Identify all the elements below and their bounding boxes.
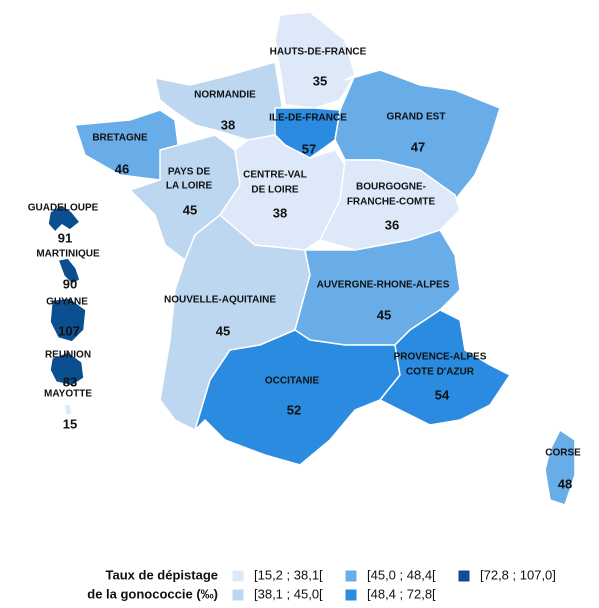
region-name: AUVERGNE-RHONE-ALPES (317, 280, 450, 291)
legend-swatch (344, 588, 358, 602)
legend-label: [72,8 ; 107,0] (480, 567, 556, 582)
region-name: BRETAGNE (92, 133, 148, 144)
legend-label: [45,0 ; 48,4[ (367, 567, 436, 582)
region-value: 38 (221, 117, 235, 132)
region-value: 54 (435, 387, 450, 402)
region-value: 38 (273, 205, 287, 220)
region-value: 46 (115, 161, 129, 176)
legend-swatch (231, 588, 245, 602)
region-value: 90 (63, 276, 77, 291)
region-name: DE LOIRE (251, 185, 299, 196)
region-value: 15 (63, 416, 77, 431)
region-value: 35 (313, 73, 327, 88)
legend-swatch (344, 569, 358, 583)
region-name: OCCITANIE (265, 376, 320, 387)
legend-label: [48,4 ; 72,8[ (367, 586, 436, 601)
legend-label: [15,2 ; 38,1[ (254, 567, 323, 582)
region (49, 351, 85, 387)
region-value: 45 (183, 202, 197, 217)
region (56, 257, 81, 285)
region (47, 204, 82, 234)
legend-label: [38,1 ; 45,0[ (254, 586, 323, 601)
region-name: NOUVELLE-AQUITAINE (164, 295, 276, 306)
region-value: 45 (216, 323, 230, 338)
region (274, 11, 356, 109)
region (544, 428, 576, 506)
region-name: LA LOIRE (166, 181, 213, 192)
region-name: HAUTS-DE-FRANCE (270, 47, 367, 58)
region-value: 47 (411, 139, 425, 154)
legend-title: de la gonococcie (‰) (87, 586, 218, 601)
region-value: 91 (58, 230, 72, 245)
region-value: 107 (58, 323, 80, 338)
region (194, 329, 401, 466)
region (378, 309, 512, 426)
region-name: ILE-DE-FRANCE (269, 113, 347, 124)
legend-swatch (457, 569, 471, 583)
legend-title: Taux de dépistage (106, 567, 218, 582)
region-name: BOURGOGNE- (356, 182, 426, 193)
region-name: MARTINIQUE (36, 249, 100, 260)
region-name: REUNION (45, 350, 91, 361)
region-value: 52 (287, 402, 301, 417)
region-name: CORSE (545, 448, 581, 459)
region-value: 45 (377, 307, 391, 322)
region-name: PROVENCE-ALPES (394, 352, 487, 363)
region-name: PAYS DE (168, 167, 211, 178)
region-name: GRAND EST (387, 112, 446, 123)
region-name: MAYOTTE (44, 389, 92, 400)
region (63, 403, 73, 417)
region-value: 83 (63, 374, 77, 389)
region-value: 57 (302, 141, 316, 156)
region-value: 36 (385, 217, 399, 232)
region-value: 48 (558, 476, 572, 491)
region-name: COTE D'AZUR (406, 367, 475, 378)
region-name: NORMANDIE (194, 90, 256, 101)
region-name: GUYANE (46, 297, 88, 308)
legend-swatch (231, 569, 245, 583)
region (49, 297, 87, 343)
region-name: CENTRE-VAL (243, 170, 307, 181)
region-name: GUADELOUPE (28, 203, 99, 214)
region-name: FRANCHE-COMTE (347, 197, 436, 208)
